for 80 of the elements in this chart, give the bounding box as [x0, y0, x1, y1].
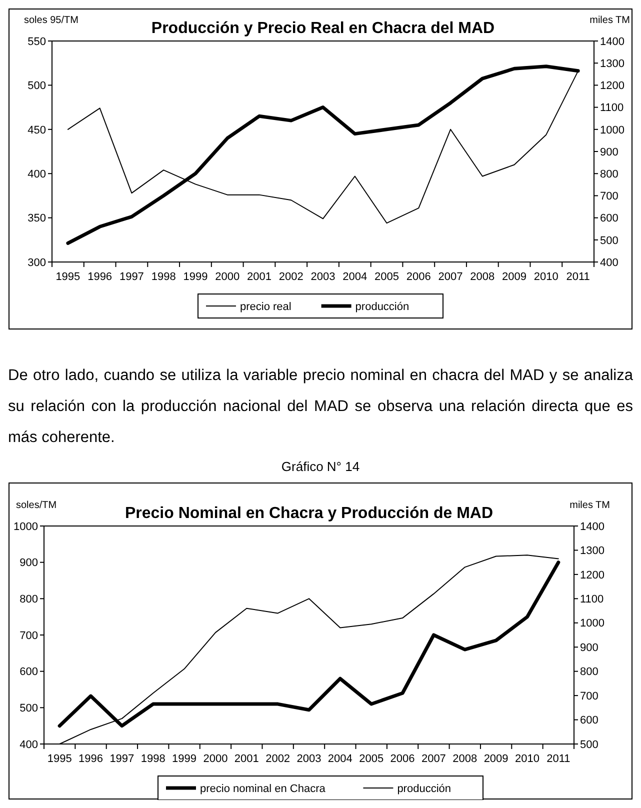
- chart-title: Precio Nominal en Chacra y Producción de MAD: [124, 505, 494, 522]
- y2-tick-label: 800: [600, 168, 618, 180]
- x-tick-label: 2007: [421, 753, 446, 765]
- x-tick-label: 2002: [266, 753, 290, 765]
- x-tick-label: 2005: [359, 753, 384, 765]
- x-tick-label: 2011: [546, 753, 570, 765]
- text: Gráfico N° 14: [280, 459, 361, 474]
- chart-title: Producción y Precio Real en Chacra del MAD: [151, 20, 495, 37]
- x-tick-label: 2011: [566, 271, 590, 283]
- y2-tick-label: 900: [600, 146, 618, 158]
- y2-tick-label: 1400: [600, 36, 624, 48]
- y2-tick-label: 1300: [600, 58, 624, 70]
- x-tick-label: 1996: [78, 753, 104, 765]
- y-tick-label: 700: [20, 630, 38, 642]
- y2-tick-label: 1100: [580, 594, 604, 606]
- x-tick-label: 2006: [390, 753, 415, 765]
- x-tick-label: 2006: [406, 271, 431, 283]
- y2-axis-title: miles TM: [570, 500, 610, 511]
- y-tick-label: 300: [28, 256, 46, 269]
- x-tick-label: 2009: [484, 753, 508, 765]
- text: De otro lado, cuando se utiliza la variable precio nominal en chacra del MAD y se analiza su relación con la producción nacional del MAD se observa una relación directa que es más coherente.: [8, 366, 633, 448]
- x-tick-label: 1998: [140, 753, 166, 765]
- y2-tick-label: 500: [580, 738, 598, 751]
- y2-tick-label: 400: [600, 256, 618, 269]
- x-tick-label: 1995: [56, 271, 80, 283]
- y2-tick-label: 700: [600, 190, 618, 203]
- y-tick-label: 900: [20, 557, 38, 570]
- x-tick-label: 2010: [514, 753, 540, 765]
- x-tick-label: 2001: [246, 271, 272, 283]
- x-tick-label: 2005: [374, 271, 400, 283]
- x-tick-label: 1997: [119, 271, 144, 283]
- y-tick-label: 500: [20, 702, 38, 715]
- y-tick-label: 400: [20, 738, 38, 751]
- legend-label: precio real: [240, 300, 292, 313]
- y2-tick-label: 1100: [600, 102, 624, 114]
- x-tick-label: 1999: [183, 271, 208, 283]
- y2-tick-label: 900: [580, 642, 598, 654]
- y-axis-title: soles 95/TM: [24, 15, 78, 26]
- legend-label: precio nominal en Chacra: [200, 782, 326, 795]
- y-tick-label: 800: [20, 594, 38, 606]
- x-tick-label: 2008: [470, 271, 495, 283]
- y-tick-label: 500: [28, 80, 46, 92]
- x-tick-label: 2004: [342, 271, 368, 283]
- x-tick-label: 2003: [310, 271, 336, 283]
- y2-axis-title: miles TM: [590, 15, 630, 26]
- y2-tick-label: 600: [600, 212, 618, 225]
- y-tick-label: 450: [28, 124, 46, 136]
- y2-tick-label: 1400: [580, 520, 604, 533]
- x-tick-label: 1996: [88, 271, 112, 283]
- x-tick-label: 2010: [534, 271, 558, 283]
- y-tick-label: 1000: [14, 520, 38, 533]
- x-tick-label: 2000: [215, 271, 240, 283]
- y-tick-label: 600: [20, 666, 38, 678]
- y2-tick-label: 1000: [600, 124, 624, 136]
- x-tick-label: 2000: [203, 753, 228, 765]
- legend-label: producción: [397, 782, 452, 795]
- x-tick-label: 1999: [172, 753, 197, 765]
- x-tick-label: 1995: [47, 753, 72, 765]
- x-tick-label: 2009: [502, 271, 527, 283]
- x-tick-label: 2001: [234, 753, 259, 765]
- y2-tick-label: 700: [580, 690, 598, 702]
- y-tick-label: 400: [28, 168, 46, 180]
- x-tick-label: 2004: [328, 753, 352, 765]
- x-tick-label: 2008: [452, 753, 478, 765]
- x-tick-label: 2002: [278, 271, 304, 283]
- y2-tick-label: 500: [600, 234, 618, 247]
- y2-tick-label: 1200: [580, 569, 604, 582]
- y-tick-label: 350: [28, 212, 46, 225]
- x-tick-label: 1998: [151, 271, 176, 283]
- legend-label: producción: [355, 300, 410, 313]
- x-tick-label: 2003: [296, 753, 322, 765]
- y-axis-title: soles/TM: [16, 500, 57, 511]
- y2-tick-label: 1300: [580, 545, 604, 558]
- y2-tick-label: 1200: [600, 80, 624, 92]
- x-tick-label: 1997: [110, 753, 134, 765]
- y2-tick-label: 600: [580, 714, 598, 727]
- y2-tick-label: 800: [580, 666, 598, 678]
- x-tick-label: 2007: [438, 271, 463, 283]
- y2-tick-label: 1000: [580, 618, 604, 630]
- y-tick-label: 550: [28, 36, 46, 48]
